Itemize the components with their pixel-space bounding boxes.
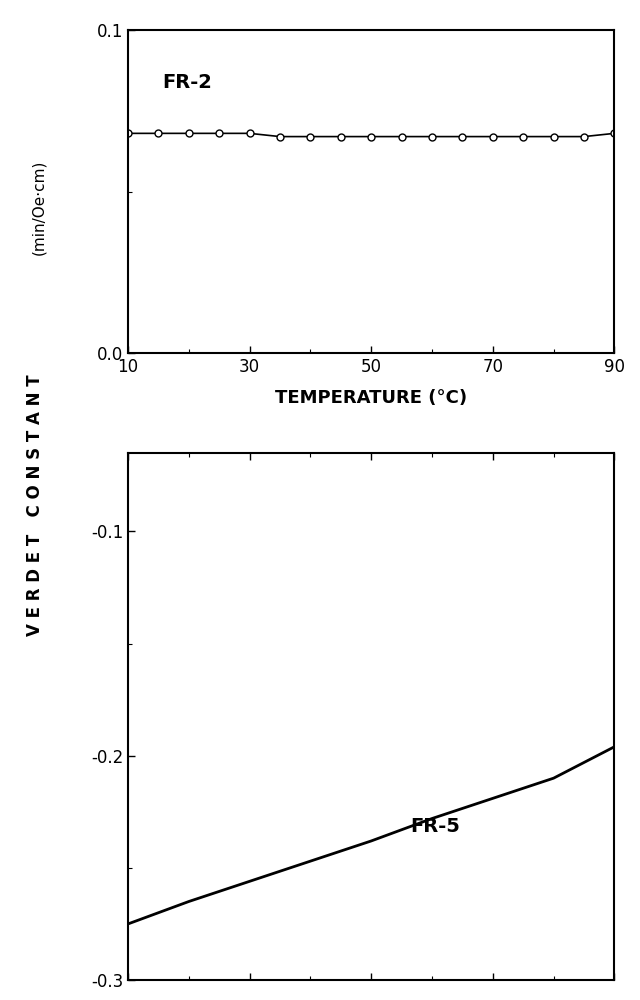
- Text: TEMPERATURE (°C): TEMPERATURE (°C): [275, 389, 467, 407]
- Text: (min/Oe·cm): (min/Oe·cm): [31, 160, 46, 255]
- Text: FR-2: FR-2: [162, 73, 212, 92]
- Text: V E R D E T   C O N S T A N T: V E R D E T C O N S T A N T: [26, 374, 44, 636]
- Text: FR-5: FR-5: [410, 817, 460, 836]
